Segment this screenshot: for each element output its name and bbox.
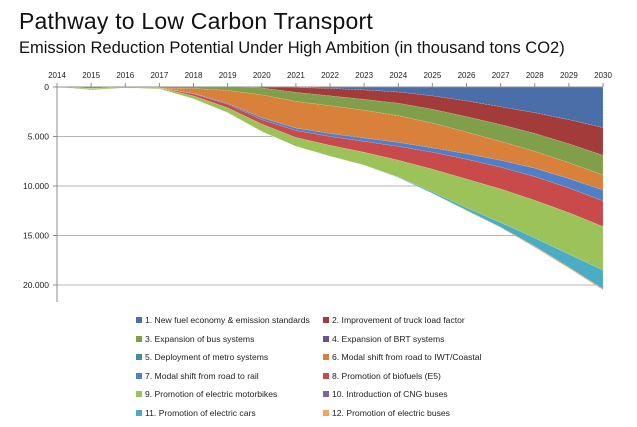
legend-swatch <box>323 335 329 342</box>
legend-item: 3. Expansion of bus systems <box>136 334 254 344</box>
x-tick-label: 2025 <box>423 71 441 80</box>
legend-label: 7. Modal shift from road to rail <box>145 370 259 381</box>
legend-label: 4. Expansion of BRT systems <box>332 333 445 344</box>
area-series-9 <box>56 86 604 271</box>
y-tick-label: 5.000 <box>28 132 50 142</box>
x-tick-label: 2023 <box>355 71 373 80</box>
legend-label: 10. Introduction of CNG buses <box>332 389 448 399</box>
x-axis-tick-labels: 2014 2015 2016 2017 2018 2019 2020 2021 2022 2023… <box>48 71 612 80</box>
legend-label: 5. Deployment of metro systems <box>145 352 269 362</box>
legend-swatch <box>323 409 329 416</box>
legend-swatch <box>136 354 142 360</box>
legend-label: 6. Modal shift from road to IWT/Coastal <box>332 352 482 362</box>
chart-subtitle: Emission Reduction Potential Under High … <box>19 39 565 57</box>
x-tick-label: 2017 <box>150 71 168 80</box>
legend-item: 4. Expansion of BRT systems <box>323 334 444 344</box>
area-series-12 <box>56 86 604 291</box>
legend-swatch <box>323 317 329 323</box>
x-tick-label: 2030 <box>594 71 612 80</box>
area-series-11 <box>56 86 604 290</box>
legend-label: 3. Expansion of bus systems <box>145 333 255 344</box>
x-tick-label: 2019 <box>219 71 237 80</box>
area-layers <box>56 86 604 291</box>
y-tick-label: 20.000 <box>23 280 49 290</box>
legend-item: 6. Modal shift from road to IWT/Coastal <box>323 352 482 362</box>
legend-swatch <box>136 409 142 416</box>
legend-swatch <box>136 317 142 323</box>
area-series-8 <box>56 86 604 227</box>
y-tick-label: 0 <box>44 82 49 92</box>
legend-item: 7. Modal shift from road to rail <box>136 371 259 381</box>
legend-label: 1. New fuel economy & emission standards <box>145 315 310 325</box>
x-tick-label: 2028 <box>526 71 544 80</box>
legend-label: 9. Promotion of electric motorbikes <box>145 389 278 399</box>
x-tick-label: 2018 <box>185 71 203 80</box>
x-tick-label: 2014 <box>48 71 66 80</box>
legend-item: 2. Improvement of truck load factor <box>323 315 465 325</box>
legend-label: 8. Promotion of biofuels (E5) <box>332 370 441 381</box>
legend-label: 2. Improvement of truck load factor <box>332 315 465 325</box>
x-tick-label: 2024 <box>389 71 407 80</box>
y-tick-label: 10.000 <box>23 181 49 191</box>
legend-swatch <box>136 335 142 342</box>
axes <box>53 83 604 302</box>
x-tick-label: 2015 <box>82 71 100 80</box>
x-tick-label: 2027 <box>492 71 510 80</box>
y-axis-tick-labels: 0 5.000 10.000 15.000 20.000 <box>23 82 49 290</box>
legend-swatch <box>136 372 142 379</box>
x-tick-label: 2026 <box>458 71 476 80</box>
legend-item: 10. Introduction of CNG buses <box>323 389 448 399</box>
x-tick-label: 2016 <box>116 71 134 80</box>
legend-label: 12. Promotion of electric buses <box>332 407 450 418</box>
legend-swatch <box>136 391 142 397</box>
legend-item: 11. Promotion of electric cars <box>136 408 256 418</box>
legend-item: 8. Promotion of biofuels (E5) <box>323 371 441 381</box>
legend-swatch <box>323 354 329 360</box>
legend-item: 5. Deployment of metro systems <box>136 352 268 362</box>
legend-item: 9. Promotion of electric motorbikes <box>136 389 277 399</box>
x-tick-label: 2021 <box>287 71 305 80</box>
y-tick-label: 15.000 <box>23 231 49 241</box>
legend-swatch <box>323 372 329 379</box>
legend-item: 1. New fuel economy & emission standards <box>136 315 310 325</box>
legend-swatch <box>323 391 329 397</box>
legend-item: 12. Promotion of electric buses <box>323 408 450 418</box>
x-tick-label: 2020 <box>253 71 271 80</box>
slide-title: Pathway to Low Carbon Transport <box>19 8 373 34</box>
x-tick-label: 2022 <box>321 71 339 80</box>
x-tick-label: 2029 <box>560 71 578 80</box>
legend-label: 11. Promotion of electric cars <box>145 407 256 418</box>
